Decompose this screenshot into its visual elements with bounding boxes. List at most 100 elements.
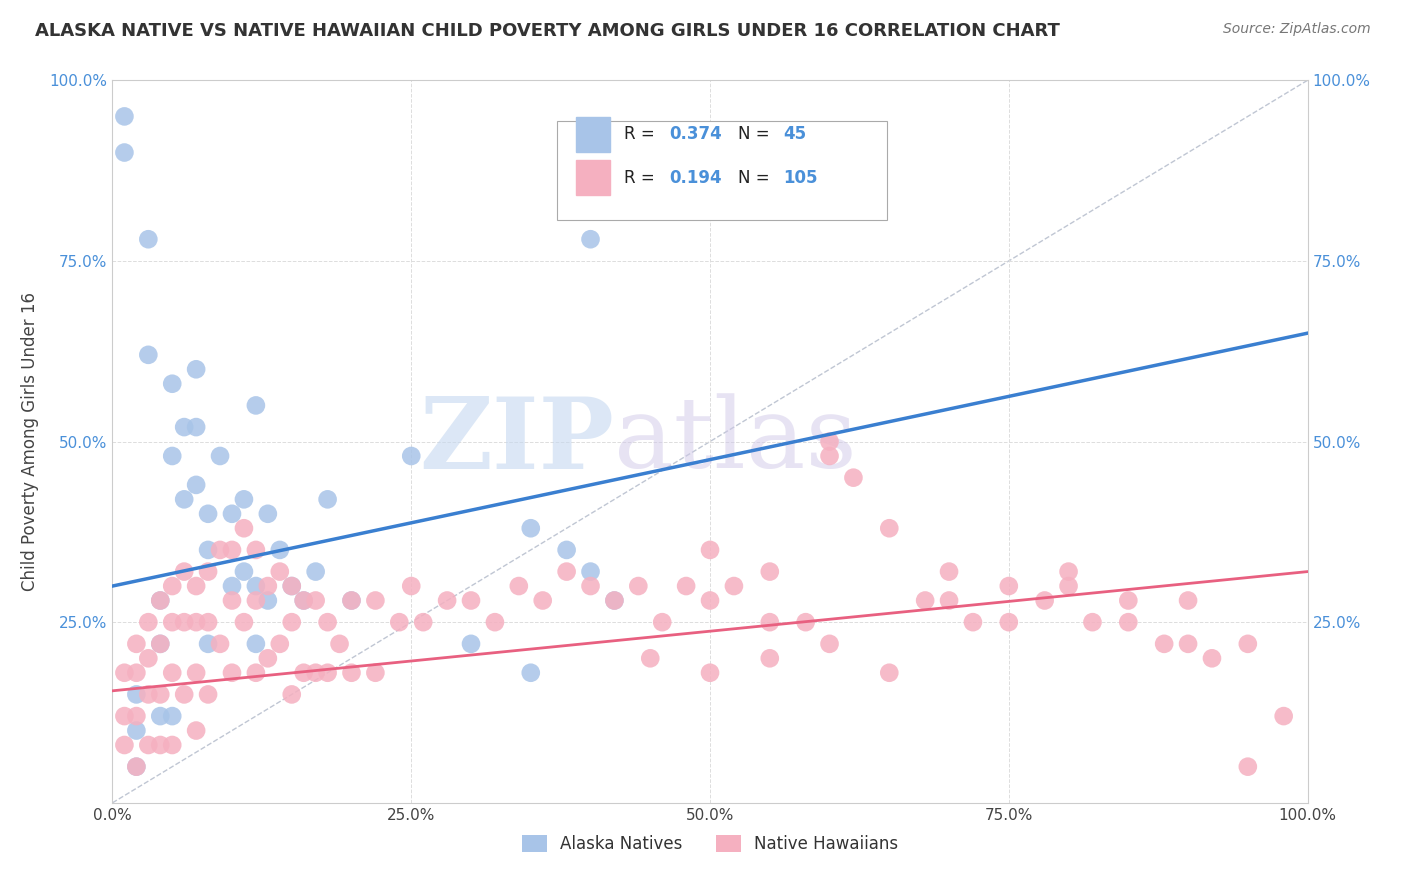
Point xyxy=(938,565,960,579)
Point xyxy=(233,565,256,579)
Point xyxy=(1177,593,1199,607)
Point xyxy=(281,687,304,701)
Point xyxy=(305,593,328,607)
Point xyxy=(603,593,626,607)
Legend: Alaska Natives, Native Hawaiians: Alaska Natives, Native Hawaiians xyxy=(515,828,905,860)
Point xyxy=(281,615,304,630)
Point xyxy=(723,579,745,593)
Point xyxy=(138,348,160,362)
Point xyxy=(114,665,135,680)
Point xyxy=(186,665,208,680)
Point xyxy=(292,593,315,607)
Point xyxy=(1118,593,1140,607)
Point xyxy=(1118,615,1140,630)
Point xyxy=(162,738,183,752)
Point xyxy=(1057,565,1080,579)
Point xyxy=(197,507,219,521)
Point xyxy=(651,615,673,630)
Point xyxy=(340,593,363,607)
Point xyxy=(699,665,721,680)
Point xyxy=(914,593,936,607)
Point xyxy=(186,478,208,492)
Point xyxy=(1153,637,1175,651)
Point xyxy=(162,376,183,391)
Point xyxy=(818,637,841,651)
Point xyxy=(436,593,458,607)
Point xyxy=(329,637,352,651)
Point xyxy=(209,449,232,463)
Point xyxy=(508,579,530,593)
Point xyxy=(138,232,160,246)
Point xyxy=(579,232,602,246)
Point xyxy=(257,507,280,521)
Point xyxy=(520,665,543,680)
Point xyxy=(162,449,183,463)
Point xyxy=(149,687,172,701)
Point xyxy=(520,521,543,535)
Point xyxy=(292,593,315,607)
Point xyxy=(699,593,721,607)
Point xyxy=(209,542,232,557)
Point xyxy=(1272,709,1295,723)
Text: ALASKA NATIVE VS NATIVE HAWAIIAN CHILD POVERTY AMONG GIRLS UNDER 16 CORRELATION : ALASKA NATIVE VS NATIVE HAWAIIAN CHILD P… xyxy=(35,22,1060,40)
Text: N =: N = xyxy=(738,169,775,186)
Point xyxy=(305,565,328,579)
Point xyxy=(1033,593,1056,607)
Point xyxy=(1177,637,1199,651)
Point xyxy=(640,651,662,665)
Point xyxy=(149,637,172,651)
Point xyxy=(412,615,434,630)
Point xyxy=(149,593,172,607)
Point xyxy=(138,738,160,752)
Text: atlas: atlas xyxy=(614,393,858,490)
Point xyxy=(675,579,697,593)
Point xyxy=(149,637,172,651)
Point xyxy=(281,579,304,593)
Point xyxy=(281,579,304,593)
Point xyxy=(269,542,291,557)
Point xyxy=(221,579,243,593)
Point xyxy=(125,760,148,774)
Point xyxy=(125,709,148,723)
Point xyxy=(316,665,339,680)
Point xyxy=(245,579,267,593)
Point xyxy=(879,665,901,680)
Point xyxy=(197,542,219,557)
Point xyxy=(818,449,841,463)
Point xyxy=(269,565,291,579)
FancyBboxPatch shape xyxy=(557,121,887,219)
Point xyxy=(292,665,315,680)
Point xyxy=(197,615,219,630)
Point xyxy=(1057,579,1080,593)
Point xyxy=(114,110,135,124)
Point xyxy=(555,542,578,557)
Point xyxy=(579,565,602,579)
Point xyxy=(173,687,195,701)
Point xyxy=(173,615,195,630)
Point xyxy=(245,637,267,651)
Point xyxy=(460,593,482,607)
Point xyxy=(245,542,267,557)
Point xyxy=(555,565,578,579)
Point xyxy=(401,449,423,463)
Text: 105: 105 xyxy=(783,169,817,186)
Point xyxy=(233,615,256,630)
Point xyxy=(186,420,208,434)
Point xyxy=(579,579,602,593)
Point xyxy=(114,145,135,160)
Point xyxy=(257,593,280,607)
Point xyxy=(818,434,841,449)
Point xyxy=(364,593,387,607)
Point xyxy=(245,593,267,607)
Point xyxy=(209,637,232,651)
FancyBboxPatch shape xyxy=(576,161,610,194)
Point xyxy=(114,709,135,723)
Point xyxy=(842,470,865,484)
Point xyxy=(699,542,721,557)
Point xyxy=(938,593,960,607)
Point xyxy=(998,615,1021,630)
Point xyxy=(245,665,267,680)
Point xyxy=(305,665,328,680)
Point xyxy=(998,579,1021,593)
Text: 0.374: 0.374 xyxy=(669,125,723,144)
